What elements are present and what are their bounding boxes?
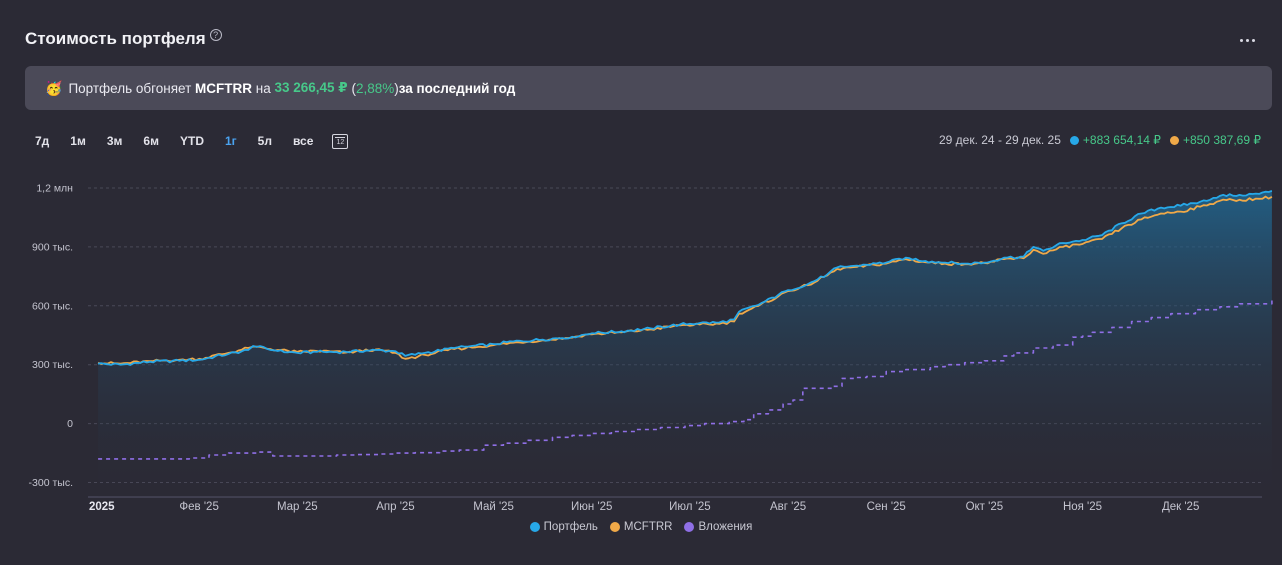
legend-dot-icon bbox=[684, 522, 695, 532]
more-options-icon[interactable] bbox=[1237, 30, 1257, 50]
banner-amount: 33 266,45 ₽ bbox=[274, 80, 348, 95]
legend-item-mcftrr[interactable]: MCFTRR bbox=[609, 521, 673, 533]
help-icon[interactable]: ? bbox=[209, 29, 222, 41]
benchmark-dot-icon bbox=[1169, 135, 1179, 145]
banner-pct-close: ) bbox=[394, 80, 399, 96]
x-tick-label: Ноя '25 bbox=[1063, 501, 1102, 513]
range-5y-button[interactable]: 5л bbox=[250, 131, 280, 151]
range-1y-button[interactable]: 1г bbox=[217, 131, 245, 151]
x-tick-label: Апр '25 bbox=[376, 501, 414, 513]
x-tick-label: Окт '25 bbox=[966, 501, 1004, 513]
y-tick-label: -300 тыс. bbox=[29, 477, 73, 489]
y-tick-label: 600 тыс. bbox=[32, 300, 73, 312]
x-tick-label: 2025 bbox=[89, 501, 115, 513]
benchmark-change: +850 387,69 ₽ bbox=[1182, 133, 1261, 147]
y-tick-label: 300 тыс. bbox=[32, 359, 73, 371]
banner-text-mid: на bbox=[252, 80, 275, 96]
range-7d-button[interactable]: 7д bbox=[27, 131, 57, 151]
series-line-portfolio bbox=[97, 190, 1273, 366]
page-title: Стоимость портфеля ? bbox=[25, 29, 222, 49]
comparison-banner: 🥳 Портфель обгоняет MCFTRR на 33 266,45 … bbox=[25, 66, 1272, 110]
banner-pct: 2,88% bbox=[355, 80, 395, 96]
calendar-icon[interactable]: 12 bbox=[332, 133, 349, 149]
x-tick-label: Июл '25 bbox=[669, 501, 711, 513]
portfolio-area bbox=[98, 190, 1272, 497]
x-tick-label: Фев '25 bbox=[179, 501, 218, 513]
range-selector: 7д 1м 3м 6м YTD 1г 5л все 12 bbox=[27, 131, 349, 151]
period-summary: 29 дек. 24 - 29 дек. 25 +883 654,14 ₽ +8… bbox=[939, 133, 1261, 147]
legend-dot-icon bbox=[529, 522, 540, 532]
legend-label: Вложения bbox=[698, 521, 753, 533]
y-tick-label: 900 тыс. bbox=[32, 241, 73, 253]
party-icon: 🥳 bbox=[45, 79, 63, 96]
portfolio-change: +883 654,14 ₽ bbox=[1082, 133, 1161, 147]
calendar-icon-day: 12 bbox=[336, 138, 345, 146]
banner-text-before: Портфель обгоняет bbox=[68, 80, 196, 96]
x-tick-label: Июн '25 bbox=[571, 501, 612, 513]
banner-benchmark: MCFTRR bbox=[195, 80, 253, 96]
x-tick-label: Май '25 bbox=[473, 501, 514, 513]
chart-legend: Портфель MCFTRR Вложения bbox=[0, 521, 1282, 533]
portfolio-dot-icon bbox=[1069, 135, 1079, 145]
x-tick-label: Дек '25 bbox=[1162, 501, 1199, 513]
legend-label: Портфель bbox=[543, 521, 598, 533]
series-line-investments bbox=[98, 299, 1273, 460]
range-all-button[interactable]: все bbox=[285, 131, 321, 151]
range-1m-button[interactable]: 1м bbox=[62, 131, 94, 151]
period-range: 29 дек. 24 - 29 дек. 25 bbox=[938, 133, 1061, 147]
x-tick-label: Сен '25 bbox=[867, 501, 906, 513]
legend-label: MCFTRR bbox=[623, 521, 673, 533]
legend-dot-icon bbox=[609, 522, 620, 532]
range-ytd-button[interactable]: YTD bbox=[172, 131, 212, 151]
banner-text-after: за последний год bbox=[398, 80, 516, 96]
legend-item-investments[interactable]: Вложения bbox=[684, 521, 752, 533]
x-tick-label: Авг '25 bbox=[770, 501, 806, 513]
x-tick-label: Мар '25 bbox=[277, 501, 318, 513]
portfolio-chart[interactable]: 1,2 млн 900 тыс. 600 тыс. 300 тыс. 0 -300 тыс… bbox=[0, 170, 1282, 520]
legend-item-portfolio[interactable]: Портфель bbox=[529, 521, 598, 533]
title-text: Стоимость портфеля bbox=[25, 29, 206, 48]
range-6m-button[interactable]: 6м bbox=[135, 131, 167, 151]
banner-pct-open: ( bbox=[347, 80, 356, 96]
y-tick-label: 1,2 млн bbox=[36, 183, 73, 195]
y-tick-label: 0 bbox=[67, 418, 73, 430]
range-3m-button[interactable]: 3м bbox=[99, 131, 131, 151]
